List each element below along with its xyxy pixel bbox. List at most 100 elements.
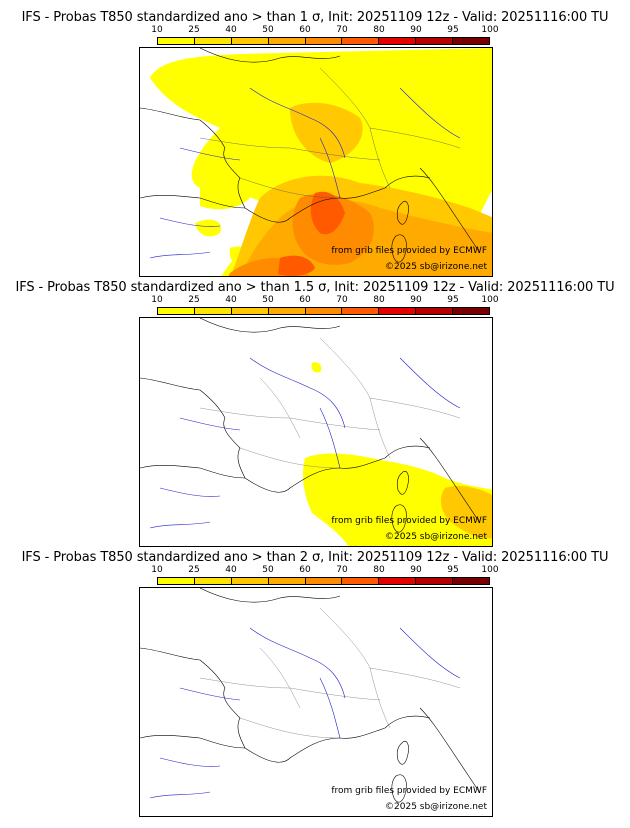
probability-legend: 10 25 40 50 60 70 80 90 95 100 xyxy=(151,295,499,316)
legend-label: 10 xyxy=(151,565,163,575)
legend-label: 60 xyxy=(299,25,311,35)
border-line xyxy=(239,447,341,469)
legend-label: 25 xyxy=(188,295,200,305)
map-canvas xyxy=(140,48,492,276)
legend-label: 95 xyxy=(447,25,459,35)
river xyxy=(319,677,341,739)
yellow-west-coast xyxy=(200,183,250,210)
border-line xyxy=(319,337,391,459)
river xyxy=(179,687,241,701)
border-line xyxy=(259,647,301,709)
river xyxy=(149,251,211,259)
map-canvas xyxy=(140,318,492,546)
legend-label: 70 xyxy=(336,295,348,305)
probability-shading xyxy=(150,48,492,276)
legend-colorbar xyxy=(157,577,490,585)
legend-label: 80 xyxy=(373,295,385,305)
rivers xyxy=(149,357,461,529)
river xyxy=(249,627,346,699)
probability-map: from grib files provided by ECMWF ©2025 … xyxy=(139,587,493,817)
map-canvas xyxy=(140,588,481,803)
red-orange-core xyxy=(310,191,345,235)
legend-swatch xyxy=(342,578,380,584)
legend-label: 95 xyxy=(447,565,459,575)
coastline-italy xyxy=(419,707,481,794)
legend-swatch xyxy=(268,308,306,314)
legend-label: 10 xyxy=(151,25,163,35)
probability-legend: 10 25 40 50 60 70 80 90 95 100 xyxy=(151,25,499,46)
legend-swatch xyxy=(416,578,454,584)
border-line xyxy=(259,377,301,439)
legend-label: 70 xyxy=(336,25,348,35)
legend-swatch xyxy=(305,578,343,584)
coastlines xyxy=(140,588,481,803)
country-borders xyxy=(199,607,461,739)
legend-label: 95 xyxy=(447,295,459,305)
legend-label: 40 xyxy=(225,25,237,35)
legend-label: 70 xyxy=(336,565,348,575)
sardinia-outline xyxy=(391,234,407,263)
river xyxy=(159,757,221,767)
panel-1-5-sigma: IFS - Probas T850 standardized ano > tha… xyxy=(0,270,630,547)
probability-map: from grib files provided by ECMWF ©2025 … xyxy=(139,47,493,277)
britain-coast xyxy=(199,588,341,603)
border-line xyxy=(369,127,461,149)
legend-swatch xyxy=(158,578,195,584)
river xyxy=(319,137,341,199)
legend-swatch xyxy=(416,38,454,44)
legend-label: 80 xyxy=(373,25,385,35)
legend-swatch xyxy=(231,308,269,314)
legend-swatch xyxy=(453,308,490,314)
source-credit: from grib files provided by ECMWF xyxy=(331,516,487,526)
yellow-spain-patch xyxy=(195,219,221,237)
sardinia-outline xyxy=(391,774,407,803)
country-borders xyxy=(199,67,461,199)
legend-colorbar xyxy=(157,37,490,45)
legend-labels: 10 25 40 50 60 70 80 90 95 100 xyxy=(151,25,498,35)
legend-label: 90 xyxy=(410,565,422,575)
legend-swatch xyxy=(379,38,417,44)
panel-title: IFS - Probas T850 standardized ano > tha… xyxy=(21,550,609,565)
rivers xyxy=(149,87,461,259)
border-line xyxy=(199,137,381,161)
probability-legend: 10 25 40 50 60 70 80 90 95 100 xyxy=(151,565,499,586)
light-orange-north xyxy=(290,102,363,163)
river xyxy=(399,627,461,679)
river xyxy=(149,521,211,529)
legend-label: 50 xyxy=(262,295,274,305)
river xyxy=(399,87,461,139)
panel-title: IFS - Probas T850 standardized ano > tha… xyxy=(15,280,615,295)
legend-swatch xyxy=(194,38,232,44)
river xyxy=(399,357,461,409)
legend-swatch xyxy=(379,308,417,314)
legend-labels: 10 25 40 50 60 70 80 90 95 100 xyxy=(151,295,498,305)
coastline-italy xyxy=(419,167,481,254)
country-borders xyxy=(199,337,461,469)
river xyxy=(249,87,346,159)
source-credit: from grib files provided by ECMWF xyxy=(331,246,487,256)
legend-label: 25 xyxy=(188,565,200,575)
legend-label: 40 xyxy=(225,565,237,575)
rivers xyxy=(149,627,461,799)
legend-swatch xyxy=(194,578,232,584)
legend-label: 80 xyxy=(373,565,385,575)
probability-shading xyxy=(303,362,492,546)
coastline-atlantic xyxy=(140,647,246,749)
red-orange-south xyxy=(278,255,315,276)
legend-label: 90 xyxy=(410,25,422,35)
coastline-iberia xyxy=(140,734,246,749)
legend-label: 90 xyxy=(410,295,422,305)
legend-label: 100 xyxy=(481,565,499,575)
legend-label: 100 xyxy=(481,25,499,35)
legend-label: 50 xyxy=(262,25,274,35)
river xyxy=(159,487,221,497)
yellow-north-patch xyxy=(311,362,322,373)
border-line xyxy=(319,607,391,729)
legend-swatch xyxy=(305,38,343,44)
river xyxy=(179,417,241,431)
legend-colorbar xyxy=(157,307,490,315)
source-credit: from grib files provided by ECMWF xyxy=(331,786,487,796)
border-line xyxy=(369,397,461,419)
legend-label: 25 xyxy=(188,25,200,35)
coastline-mediterranean xyxy=(244,715,431,763)
